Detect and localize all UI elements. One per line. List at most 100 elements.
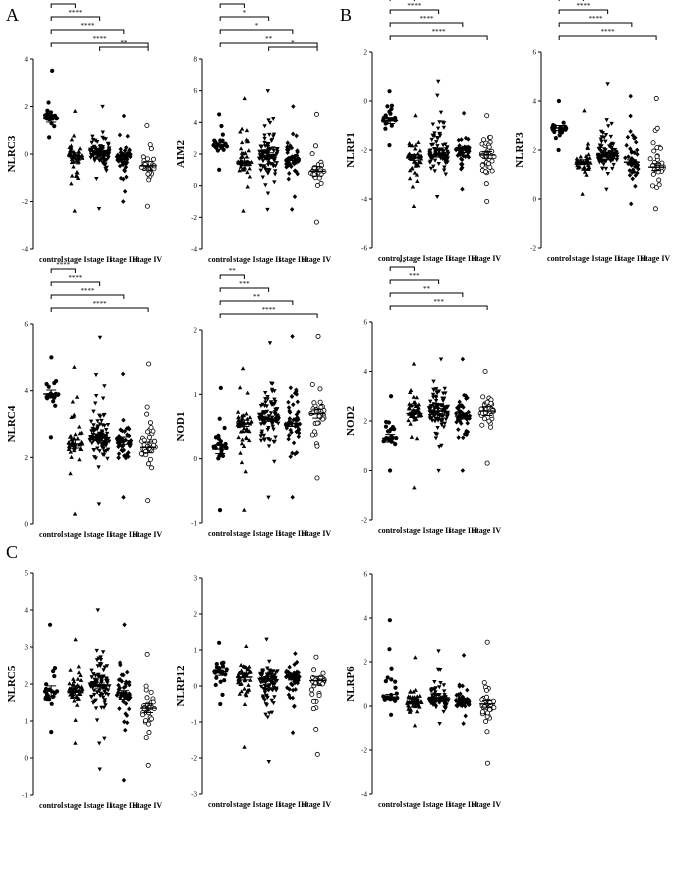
x-category-label: stage III: [279, 255, 308, 264]
data-point: [102, 162, 107, 167]
data-point: [117, 706, 122, 711]
data-point: [460, 165, 465, 171]
data-point: [271, 701, 276, 706]
data-point: [457, 682, 462, 688]
data-point: [272, 397, 277, 402]
data-point: [635, 151, 640, 157]
data-point: [651, 148, 657, 154]
significance-bracket: [219, 3, 245, 8]
data-point: [147, 142, 153, 148]
data-point: [238, 146, 244, 151]
y-tick-label: -4: [361, 196, 367, 204]
data-point: [144, 404, 150, 410]
data-point: [144, 156, 150, 162]
data-point: [408, 389, 413, 394]
data-point: [479, 162, 485, 168]
data-point: [407, 141, 412, 146]
data-point: [94, 139, 100, 144]
data-point: [242, 686, 247, 691]
data-point: [126, 425, 131, 431]
significance-bracket: [219, 313, 318, 318]
data-point: [266, 118, 271, 123]
data-point: [218, 679, 223, 684]
significance-label: **: [423, 285, 431, 293]
data-point: [433, 399, 439, 404]
y-tick-label: 4: [194, 119, 198, 127]
data-point: [633, 173, 638, 178]
data-point: [223, 672, 228, 677]
data-point: [659, 160, 665, 166]
data-point: [257, 156, 263, 161]
data-point: [433, 436, 439, 441]
data-point: [262, 690, 268, 695]
data-point: [436, 79, 441, 84]
data-point: [266, 161, 271, 166]
significance-bracket: [389, 305, 488, 310]
data-point: [148, 689, 154, 695]
data-point: [287, 664, 292, 670]
data-point: [286, 399, 291, 405]
data-point: [90, 137, 96, 142]
data-point: [122, 719, 127, 725]
data-point: [98, 655, 103, 660]
data-point: [309, 381, 315, 387]
data-point: [609, 121, 614, 126]
data-point: [387, 618, 392, 623]
data-point: [144, 411, 150, 417]
significance-label: ****: [601, 28, 616, 36]
data-point: [244, 426, 250, 431]
significance-bracket: [389, 279, 440, 284]
data-point: [383, 126, 388, 131]
significance-bracket: [219, 42, 318, 47]
significance-label: ****: [81, 22, 96, 30]
data-point: [217, 640, 222, 645]
y-tick-label: -1: [191, 520, 197, 528]
data-point: [257, 152, 263, 157]
data-point: [290, 695, 296, 701]
data-point: [437, 685, 442, 690]
data-point: [90, 134, 95, 139]
data-point: [557, 133, 562, 138]
data-point: [260, 159, 266, 164]
y-axis-label: NOD2: [345, 406, 357, 436]
data-point: [259, 673, 265, 678]
data-point: [582, 169, 588, 174]
data-point: [270, 402, 276, 407]
data-point: [97, 741, 102, 746]
data-point: [441, 709, 446, 714]
data-point: [126, 454, 131, 459]
data-point: [78, 677, 84, 682]
data-point: [627, 168, 632, 173]
data-point: [274, 679, 280, 684]
data-point: [580, 191, 585, 196]
data-point: [625, 134, 631, 140]
data-point: [237, 691, 242, 696]
x-category-label: control: [208, 800, 233, 809]
data-point: [97, 335, 103, 340]
data-point: [144, 203, 150, 209]
data-point: [117, 155, 123, 161]
data-point: [100, 104, 105, 109]
data-point: [146, 177, 152, 183]
data-point: [102, 700, 107, 705]
data-point: [440, 418, 445, 423]
data-point: [574, 156, 580, 161]
data-point: [219, 123, 224, 129]
data-point: [441, 391, 446, 396]
data-point: [412, 485, 417, 490]
data-point: [413, 113, 418, 118]
data-point: [247, 162, 253, 167]
data-point: [442, 165, 447, 170]
data-point: [264, 404, 269, 409]
data-point: [271, 685, 277, 690]
data-point: [105, 142, 111, 147]
y-tick-label: 2: [25, 454, 29, 462]
data-point: [442, 705, 447, 710]
data-point: [416, 140, 421, 145]
x-category-label: stage III: [449, 526, 478, 535]
data-point: [556, 98, 562, 104]
data-point: [47, 622, 53, 627]
data-point: [584, 172, 589, 177]
y-tick-label: 2: [364, 418, 368, 426]
data-point: [72, 364, 77, 369]
